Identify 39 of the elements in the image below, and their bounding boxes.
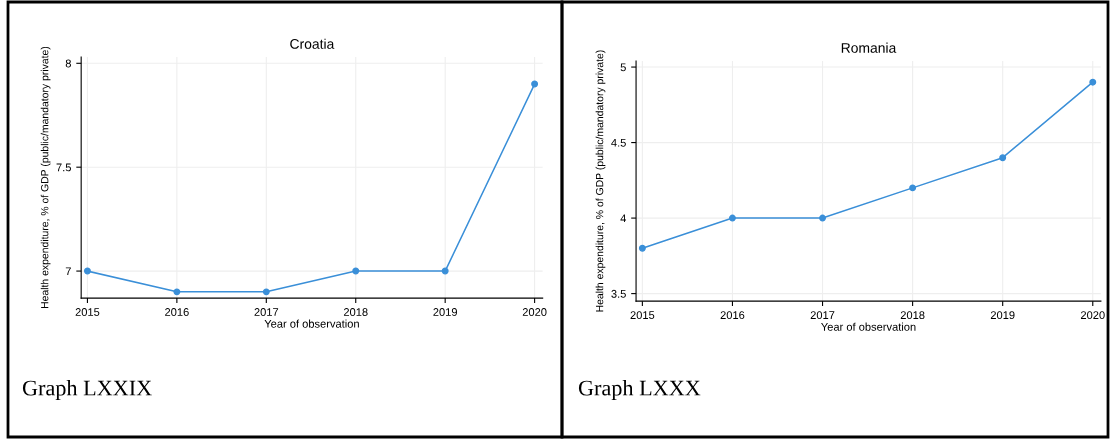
x-tick-label: 2018 — [900, 311, 925, 320]
point — [352, 267, 360, 275]
x-tick-label: 2017 — [810, 311, 835, 320]
x-tick-label: 2015 — [75, 308, 100, 316]
y-tick-label: 5 — [620, 63, 626, 72]
y-tick-label: 4.5 — [611, 138, 626, 147]
point — [262, 288, 270, 296]
text: Graph LXXX — [578, 379, 701, 401]
y-tick-label: 8 — [65, 59, 71, 68]
point — [83, 267, 91, 275]
y-tick-label: 7 — [65, 267, 71, 276]
point — [441, 267, 449, 275]
point — [638, 244, 646, 252]
point — [728, 214, 736, 222]
point — [173, 288, 181, 296]
y-tick-label: 4 — [620, 214, 627, 223]
x-tick-label: 2020 — [522, 308, 547, 316]
x-axis-title: Year of observation — [821, 322, 916, 331]
x-tick-label: 2018 — [343, 308, 368, 316]
point — [999, 154, 1007, 162]
x-tick-label: 2019 — [433, 308, 458, 316]
y-tick-label: 7.5 — [56, 163, 71, 172]
y-axis-title: Health expenditure, % of GDP (public/mandatory private) — [40, 46, 51, 309]
chart-title: Croatia — [290, 38, 335, 49]
y-axis-title: Health expenditure, % of GDP (public/mandatory private) — [595, 50, 606, 312]
x-tick-label: 2017 — [254, 308, 279, 316]
x-tick-label: 2016 — [165, 308, 189, 316]
y-tick-label: 3.5 — [611, 289, 626, 298]
point — [819, 214, 827, 222]
x-tick-label: 2015 — [630, 311, 655, 320]
chart-title: Romania — [841, 42, 897, 53]
x-tick-label: 2020 — [1080, 311, 1105, 320]
x-tick-label: 2019 — [990, 311, 1015, 320]
text: Graph LXXIX — [22, 379, 152, 401]
point — [909, 184, 917, 192]
point — [531, 80, 539, 88]
x-tick-label: 2016 — [720, 311, 745, 320]
x-axis-title: Year of observation — [264, 319, 359, 328]
point — [1089, 78, 1097, 86]
